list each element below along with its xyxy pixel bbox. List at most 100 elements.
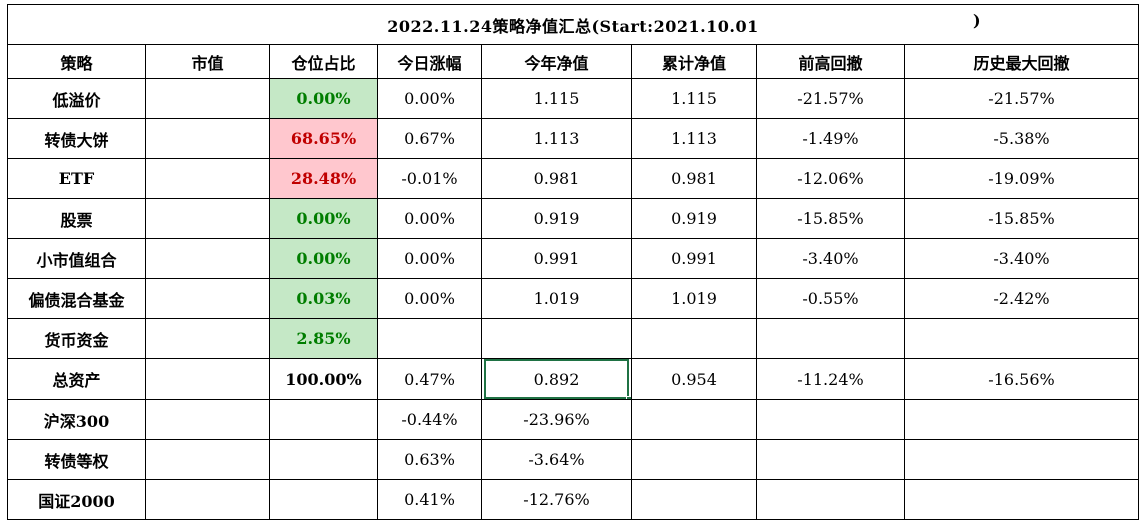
cell-cumulative-nav[interactable]: 1.019	[631, 278, 757, 319]
cell-market-value[interactable]	[145, 278, 270, 319]
title-cell[interactable]: 2022.11.24策略净值汇总(Start:2021.10.01 )	[6, 4, 1139, 45]
cell-max-drawdown[interactable]	[903, 439, 1139, 480]
cell-market-value[interactable]	[145, 439, 270, 480]
cell-prev-high-drawdown[interactable]: -11.24%	[756, 358, 905, 400]
column-header-ytd-nav[interactable]: 今年净值	[481, 44, 632, 79]
cell-position[interactable]: 100.00%	[269, 358, 378, 400]
cell-position[interactable]: 28.48%	[269, 158, 378, 199]
cell-max-drawdown[interactable]	[903, 318, 1139, 359]
cell-max-drawdown[interactable]	[903, 399, 1139, 440]
cell-ytd-nav[interactable]: 0.919	[481, 198, 632, 239]
cell-today-change[interactable]	[377, 318, 482, 359]
cell-strategy[interactable]: 转债大饼	[7, 118, 146, 159]
table-row: 小市值组合 0.00% 0.00% 0.991 0.991 -3.40% -3.…	[7, 238, 1139, 279]
cell-strategy[interactable]: 沪深300	[7, 399, 146, 440]
cell-today-change[interactable]: 0.00%	[377, 78, 482, 119]
cell-ytd-nav[interactable]: 1.115	[481, 78, 632, 119]
cell-cumulative-nav[interactable]	[631, 479, 757, 520]
cell-max-drawdown[interactable]: -5.38%	[903, 118, 1139, 159]
cell-market-value[interactable]	[145, 78, 270, 119]
cell-ytd-nav[interactable]	[481, 318, 632, 359]
cell-ytd-nav[interactable]: 1.019	[481, 278, 632, 319]
cell-position[interactable]: 0.03%	[269, 278, 378, 319]
cell-cumulative-nav[interactable]: 0.981	[631, 158, 757, 199]
cell-ytd-nav[interactable]: 0.991	[481, 238, 632, 279]
title-closing-paren: )	[973, 11, 982, 30]
cell-cumulative-nav[interactable]	[631, 318, 757, 359]
cell-ytd-nav[interactable]: -3.64%	[481, 439, 632, 480]
cell-strategy[interactable]: 总资产	[7, 358, 146, 400]
cell-max-drawdown[interactable]	[903, 479, 1139, 520]
selected-cell-ytd-nav[interactable]: 0.892	[481, 358, 632, 400]
cell-strategy[interactable]: 转债等权	[7, 439, 146, 480]
cell-market-value[interactable]	[145, 118, 270, 159]
column-header-today-change[interactable]: 今日涨幅	[377, 44, 482, 79]
cell-today-change[interactable]: 0.47%	[377, 358, 482, 400]
cell-prev-high-drawdown[interactable]: -0.55%	[756, 278, 905, 319]
cell-market-value[interactable]	[145, 238, 270, 279]
cell-max-drawdown[interactable]: -16.56%	[903, 358, 1139, 400]
cell-cumulative-nav[interactable]: 0.919	[631, 198, 757, 239]
cell-strategy[interactable]: 货币资金	[7, 318, 146, 359]
cell-cumulative-nav[interactable]: 1.115	[631, 78, 757, 119]
cell-prev-high-drawdown[interactable]: -15.85%	[756, 198, 905, 239]
column-header-max-drawdown[interactable]: 历史最大回撤	[903, 44, 1139, 79]
cell-max-drawdown[interactable]: -15.85%	[903, 198, 1139, 239]
cell-strategy[interactable]: 股票	[7, 198, 146, 239]
cell-today-change[interactable]: -0.01%	[377, 158, 482, 199]
cell-market-value[interactable]	[145, 318, 270, 359]
cell-market-value[interactable]	[145, 198, 270, 239]
column-header-position-ratio[interactable]: 仓位占比	[269, 44, 378, 79]
cell-today-change[interactable]: 0.41%	[377, 479, 482, 520]
cell-cumulative-nav[interactable]: 1.113	[631, 118, 757, 159]
cell-ytd-nav[interactable]: -23.96%	[481, 399, 632, 440]
cell-cumulative-nav[interactable]	[631, 399, 757, 440]
cell-market-value[interactable]	[145, 158, 270, 199]
cell-prev-high-drawdown[interactable]: -21.57%	[756, 78, 905, 119]
cell-prev-high-drawdown[interactable]: -1.49%	[756, 118, 905, 159]
cell-market-value[interactable]	[145, 358, 270, 400]
column-header-cumulative-nav[interactable]: 累计净值	[631, 44, 757, 79]
cell-today-change[interactable]: -0.44%	[377, 399, 482, 440]
cell-max-drawdown[interactable]: -3.40%	[903, 238, 1139, 279]
column-header-prev-high-drawdown[interactable]: 前高回撤	[756, 44, 905, 79]
cell-ytd-nav[interactable]: 0.981	[481, 158, 632, 199]
cell-strategy[interactable]: 国证2000	[7, 479, 146, 520]
cell-prev-high-drawdown[interactable]	[756, 439, 905, 480]
cell-position[interactable]	[269, 479, 378, 520]
cell-position[interactable]	[269, 399, 378, 440]
cell-today-change[interactable]: 0.63%	[377, 439, 482, 480]
cell-strategy[interactable]: 偏债混合基金	[7, 278, 146, 319]
cell-today-change[interactable]: 0.00%	[377, 238, 482, 279]
cell-today-change[interactable]: 0.00%	[377, 198, 482, 239]
cell-position[interactable]: 68.65%	[269, 118, 378, 159]
cell-prev-high-drawdown[interactable]: -3.40%	[756, 238, 905, 279]
cell-prev-high-drawdown[interactable]	[756, 318, 905, 359]
cell-position[interactable]: 0.00%	[269, 198, 378, 239]
column-header-strategy[interactable]: 策略	[7, 44, 146, 79]
cell-strategy[interactable]: 低溢价	[7, 78, 146, 119]
cell-prev-high-drawdown[interactable]: -12.06%	[756, 158, 905, 199]
cell-max-drawdown[interactable]: -21.57%	[903, 78, 1139, 119]
cell-max-drawdown[interactable]: -19.09%	[903, 158, 1139, 199]
cell-ytd-nav[interactable]: -12.76%	[481, 479, 632, 520]
cell-position[interactable]: 0.00%	[269, 238, 378, 279]
cell-market-value[interactable]	[145, 399, 270, 440]
cell-market-value[interactable]	[145, 479, 270, 520]
cell-cumulative-nav[interactable]	[631, 439, 757, 480]
cell-today-change[interactable]: 0.00%	[377, 278, 482, 319]
cell-strategy[interactable]: 小市值组合	[7, 238, 146, 279]
column-header-market-value[interactable]: 市值	[145, 44, 270, 79]
cell-ytd-nav[interactable]: 1.113	[481, 118, 632, 159]
cell-cumulative-nav[interactable]: 0.991	[631, 238, 757, 279]
cell-position[interactable]: 0.00%	[269, 78, 378, 119]
cell-max-drawdown[interactable]: -2.42%	[903, 278, 1139, 319]
cell-prev-high-drawdown[interactable]	[756, 399, 905, 440]
fill-handle-icon[interactable]	[626, 396, 631, 399]
cell-strategy[interactable]: ETF	[7, 158, 146, 199]
cell-position[interactable]	[269, 439, 378, 480]
cell-today-change[interactable]: 0.67%	[377, 118, 482, 159]
cell-position[interactable]: 2.85%	[269, 318, 378, 359]
cell-cumulative-nav[interactable]: 0.954	[631, 358, 757, 400]
cell-prev-high-drawdown[interactable]	[756, 479, 905, 520]
